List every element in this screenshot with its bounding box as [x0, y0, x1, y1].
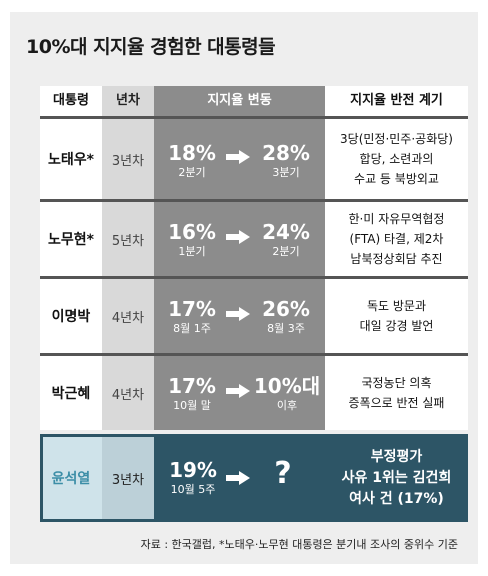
- term-year: 5년차: [102, 202, 154, 276]
- reason-line: 대일 강경 발언: [359, 319, 434, 333]
- to-value: 26%: [262, 297, 310, 321]
- approval-from: 17% 8월 1주: [162, 297, 222, 336]
- reason-line: 부정평가: [370, 448, 423, 465]
- reason-line: 한·미 자유무역협정: [348, 212, 445, 226]
- reason-line: 합당, 소련과의: [359, 152, 434, 166]
- to-period: 8월 3주: [267, 322, 305, 335]
- from-value: 19%: [169, 458, 217, 482]
- approval-to: 26% 8월 3주: [254, 297, 318, 336]
- approval-from: 17% 10월 말: [162, 374, 222, 413]
- arrow-right-icon: [226, 384, 250, 398]
- approval-change: 16% 1분기 24% 2분기: [154, 202, 325, 276]
- approval-to: 28% 3분기: [254, 141, 318, 180]
- president-name: 윤석열: [40, 434, 102, 522]
- table-row: 이명박 4년차 17% 8월 1주 26% 8월 3주: [40, 279, 468, 353]
- from-period: 10월 5주: [170, 483, 216, 496]
- from-period: 2분기: [178, 166, 206, 179]
- reason-line: 독도 방문과: [366, 299, 426, 313]
- to-value: 28%: [262, 141, 310, 165]
- from-value: 16%: [168, 220, 216, 244]
- approval-from: 19% 10월 5주: [162, 458, 224, 497]
- to-period: 이후: [276, 399, 298, 412]
- approval-change: 19% 10월 5주 ?: [154, 434, 325, 522]
- row-divider: [40, 353, 468, 356]
- table-row: 노무현* 5년차 16% 1분기 24% 2분기: [40, 202, 468, 276]
- reversal-reason: 독도 방문과 대일 강경 발언: [325, 279, 468, 353]
- president-name: 이명박: [40, 279, 102, 353]
- reason-line: 남북정상회담 추진: [350, 252, 443, 266]
- page-title: 10%대 지지율 경험한 대통령들: [26, 36, 276, 58]
- header-divider: [40, 116, 468, 119]
- reason-line: 여사 건 (17%): [349, 490, 444, 507]
- approval-from: 16% 1분기: [164, 220, 220, 259]
- approval-change: 17% 8월 1주 26% 8월 3주: [154, 279, 325, 353]
- approval-change: 17% 10월 말 10%대 이후: [154, 356, 325, 430]
- president-name: 노태우*: [40, 119, 102, 199]
- president-name: 노무현*: [40, 202, 102, 276]
- row-divider: [40, 199, 468, 202]
- reversal-reason: 부정평가 사유 1위는 김건희 여사 건 (17%): [325, 434, 468, 522]
- row-divider: [40, 276, 468, 279]
- approval-to: ?: [258, 456, 308, 492]
- from-value: 17%: [168, 297, 216, 321]
- approval-to: 24% 2분기: [254, 220, 318, 259]
- header-name: 대통령: [40, 86, 102, 116]
- term-year: 3년차: [102, 119, 154, 199]
- reason-line: 사유 1위는 김건희: [341, 469, 452, 486]
- arrow-right-icon: [226, 307, 250, 321]
- to-value: ?: [274, 456, 292, 491]
- infographic-frame: 10%대 지지율 경험한 대통령들 대통령 년차 지지율 변동 지지율 반전 계…: [10, 12, 478, 564]
- arrow-right-icon: [226, 230, 250, 244]
- approval-change: 18% 2분기 28% 3분기: [154, 119, 325, 199]
- reversal-reason: 국정농단 의혹 증폭으로 반전 실패: [325, 356, 468, 430]
- to-period: 3분기: [272, 166, 300, 179]
- header-change: 지지율 변동: [154, 86, 325, 116]
- reason-line: 3당(민정·민주·공화당): [340, 132, 453, 146]
- term-year: 4년차: [102, 356, 154, 430]
- term-year: 3년차: [102, 434, 154, 522]
- header-reason: 지지율 반전 계기: [325, 86, 468, 116]
- to-value: 24%: [262, 220, 310, 244]
- term-year: 4년차: [102, 279, 154, 353]
- reversal-reason: 3당(민정·민주·공화당) 합당, 소련과의 수교 등 북방외교: [325, 119, 468, 199]
- source-footnote: 자료 : 한국갤럽, *노태우·노무현 대통령은 분기내 조사의 중위수 기준: [140, 538, 458, 551]
- table-row: 노태우* 3년차 18% 2분기 28% 3분기: [40, 119, 468, 199]
- reason-line: 증폭으로 반전 실패: [348, 396, 445, 410]
- reason-line: 수교 등 북방외교: [354, 172, 439, 186]
- table-row-highlighted: 윤석열 3년차 19% 10월 5주 ?: [40, 434, 468, 522]
- from-period: 1분기: [178, 245, 206, 258]
- reason-line: (FTA) 타결, 제2차: [349, 232, 444, 246]
- president-name: 박근혜: [40, 356, 102, 430]
- arrow-right-icon: [226, 471, 250, 485]
- reversal-reason: 한·미 자유무역협정 (FTA) 타결, 제2차 남북정상회담 추진: [325, 202, 468, 276]
- from-value: 17%: [168, 374, 216, 398]
- from-period: 8월 1주: [173, 322, 211, 335]
- table-row: 박근혜 4년차 17% 10월 말 10%대 이후: [40, 356, 468, 430]
- from-period: 10월 말: [173, 399, 211, 412]
- to-period: 2분기: [272, 245, 300, 258]
- approval-to: 10%대 이후: [252, 374, 322, 413]
- arrow-right-icon: [226, 150, 250, 164]
- president-approval-table: 대통령 년차 지지율 변동 지지율 반전 계기 노태우* 3년차 18% 2분기: [40, 86, 468, 526]
- from-value: 18%: [168, 141, 216, 165]
- reason-line: 국정농단 의혹: [361, 376, 432, 390]
- to-value: 10%대: [253, 374, 321, 398]
- header-year: 년차: [102, 86, 154, 116]
- approval-from: 18% 2분기: [164, 141, 220, 180]
